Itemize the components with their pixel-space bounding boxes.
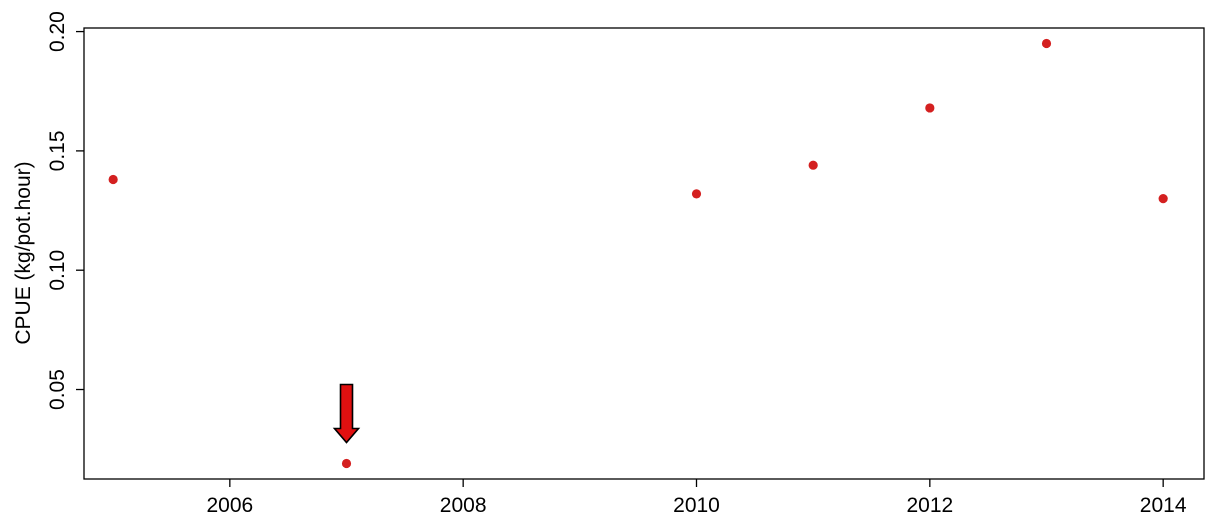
plot-frame (83, 27, 1205, 480)
data-points (108, 38, 1168, 469)
y-tick-label: 0.20 (46, 11, 69, 52)
x-axis: 2006 2008 2010 2012 2014 (206, 479, 1187, 517)
x-tick-label: 2006 (206, 494, 253, 517)
down-arrow-icon (332, 383, 361, 444)
y-tick-label: 0.10 (46, 250, 69, 291)
x-tick-label: 2012 (906, 494, 953, 517)
data-point (1041, 38, 1052, 49)
annotations (332, 383, 361, 444)
x-tick-label: 2014 (1140, 494, 1187, 517)
y-axis-title: CPUE (kg/pot.hour) (12, 161, 35, 344)
data-point (341, 458, 352, 469)
data-point (691, 189, 702, 199)
y-axis: 0.05 0.10 0.15 0.20 (46, 11, 84, 410)
data-point (808, 160, 818, 170)
y-tick-label: 0.15 (46, 130, 69, 171)
data-point (108, 174, 118, 185)
data-point (925, 103, 935, 113)
y-tick-label: 0.05 (46, 369, 69, 410)
x-tick-label: 2008 (440, 494, 487, 517)
data-point (1158, 194, 1168, 204)
x-tick-label: 2010 (673, 494, 720, 517)
